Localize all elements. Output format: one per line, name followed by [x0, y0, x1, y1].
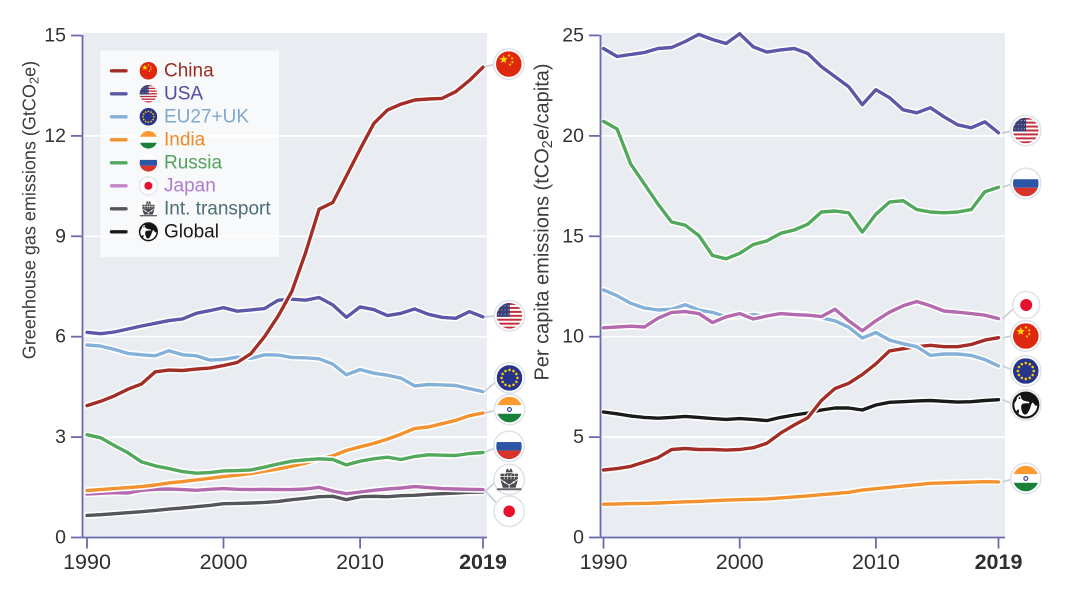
- svg-text:20: 20: [562, 125, 584, 147]
- svg-text:2010: 2010: [852, 550, 900, 574]
- svg-text:0: 0: [55, 527, 66, 549]
- svg-text:25: 25: [562, 24, 584, 46]
- svg-text:Greenhouse gas emissions (GtCO: Greenhouse gas emissions (GtCO2e): [20, 61, 42, 359]
- svg-text:2000: 2000: [200, 550, 248, 574]
- svg-text:China: China: [164, 60, 214, 81]
- svg-text:10: 10: [562, 326, 584, 348]
- svg-text:2019: 2019: [459, 550, 507, 574]
- svg-text:12: 12: [44, 125, 66, 147]
- svg-text:2019: 2019: [975, 550, 1023, 574]
- svg-text:India: India: [164, 129, 206, 150]
- svg-text:Japan: Japan: [164, 175, 216, 196]
- svg-text:15: 15: [44, 25, 66, 47]
- svg-text:1990: 1990: [63, 550, 111, 574]
- svg-text:Per capita emissions (tCO2e/ca: Per capita emissions (tCO2e/capita): [532, 63, 557, 380]
- svg-text:0: 0: [573, 527, 584, 549]
- svg-text:EU27+UK: EU27+UK: [164, 106, 249, 127]
- svg-text:15: 15: [562, 225, 584, 247]
- svg-text:Int. transport: Int. transport: [164, 198, 271, 219]
- svg-text:2010: 2010: [336, 550, 384, 574]
- svg-text:1990: 1990: [580, 550, 628, 574]
- svg-text:Russia: Russia: [164, 152, 223, 173]
- svg-text:USA: USA: [164, 83, 203, 104]
- svg-text:6: 6: [55, 326, 66, 348]
- svg-text:Global: Global: [164, 221, 219, 242]
- svg-text:2000: 2000: [716, 550, 764, 574]
- svg-text:9: 9: [55, 225, 66, 247]
- svg-text:3: 3: [55, 426, 66, 448]
- svg-text:5: 5: [573, 426, 584, 448]
